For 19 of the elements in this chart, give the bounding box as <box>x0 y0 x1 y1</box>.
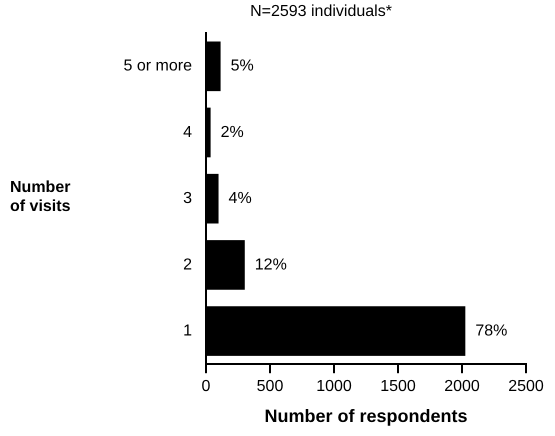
y-tick-label: 5 or more <box>124 58 192 75</box>
annotation: 4% <box>228 190 252 208</box>
x-tick-label: 500 <box>256 378 284 396</box>
annotation: 5% <box>230 58 254 75</box>
x-tick-label: 0 <box>202 378 211 396</box>
y-tick-label: 3 <box>183 190 192 208</box>
chart-title: N=2593 individuals* <box>250 3 392 20</box>
y-tick-label: 2 <box>183 256 192 274</box>
annotation: 2% <box>220 124 244 141</box>
y-axis-title: Number of visits <box>10 178 72 216</box>
x-tick-label: 2000 <box>444 378 480 396</box>
x-tick-label: 2500 <box>508 378 544 396</box>
x-axis-title: Number of respondents <box>264 406 468 426</box>
x-tick-label: 1500 <box>380 378 416 396</box>
annotation: 78% <box>475 322 508 340</box>
annotation: 12% <box>254 256 287 274</box>
y-tick-label: 4 <box>183 124 192 141</box>
x-tick-label: 1000 <box>316 378 352 396</box>
y-tick-label: 1 <box>183 322 192 340</box>
